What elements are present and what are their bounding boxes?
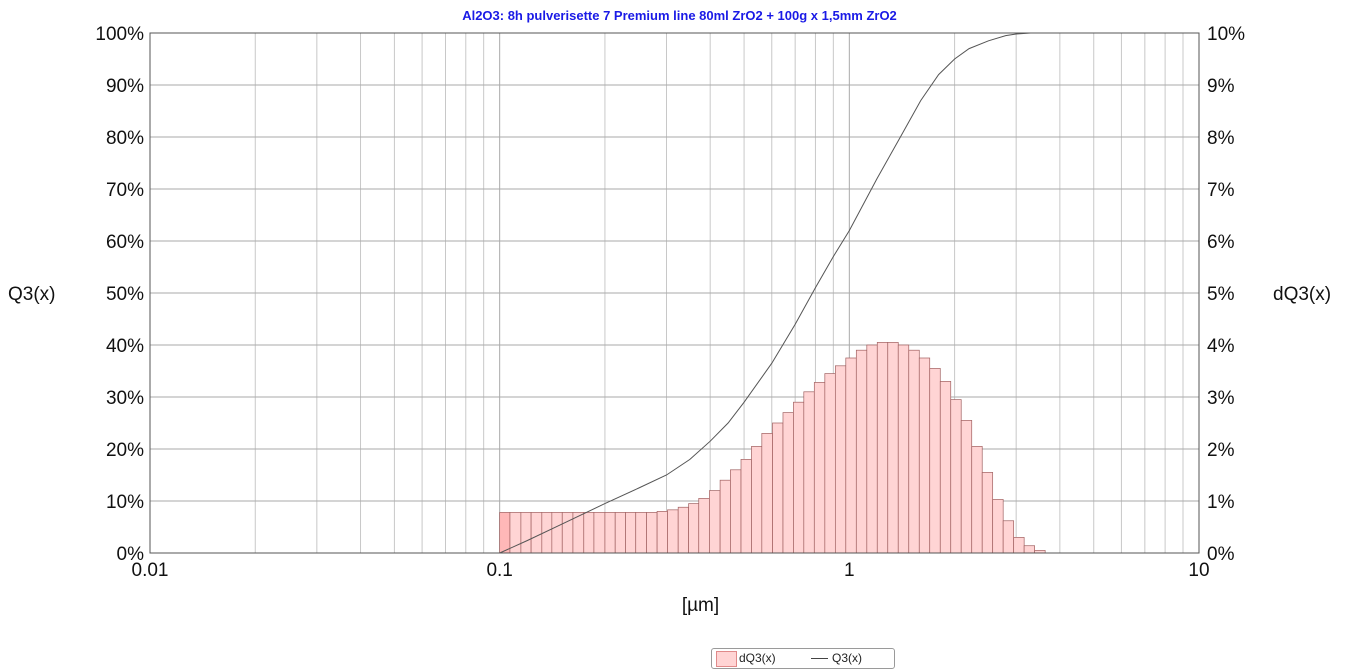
q3-line-group (499, 32, 1044, 554)
left-tick-label: 40% (106, 336, 144, 357)
left-tick-label: 10% (106, 492, 144, 513)
dq3-bar (876, 342, 889, 554)
dq3-bar (908, 349, 920, 554)
dq3-bar (929, 368, 941, 554)
dq3-bar (677, 506, 689, 554)
grid-lines (149, 33, 1199, 553)
x-tick-label: 0.01 (132, 560, 169, 581)
dq3-bar (939, 381, 952, 554)
dq3-bar (845, 357, 857, 554)
dq3-bar (803, 391, 815, 554)
dq3-bar (1023, 545, 1035, 554)
dq3-bar (614, 512, 626, 554)
left-tick-label: 30% (106, 388, 144, 409)
right-tick-label: 0% (1207, 544, 1235, 565)
right-tick-label: 2% (1207, 440, 1235, 461)
dq3-bar (887, 342, 899, 554)
left-tick-label: 20% (106, 440, 144, 461)
dq3-bar (499, 512, 511, 554)
left-tick-label: 90% (106, 76, 144, 97)
dq3-bar (761, 433, 773, 554)
dq3-bar (793, 401, 805, 554)
left-tick-label: 60% (106, 232, 144, 253)
dq3-bar (583, 512, 595, 554)
right-tick-label: 4% (1207, 336, 1235, 357)
dq3-bar (730, 469, 742, 554)
chart-title: Al2O3: 8h pulverisette 7 Premium line 80… (462, 8, 897, 23)
legend-label-dq3: dQ3(x) (739, 651, 776, 665)
tick-labels: 0% 10% 20% 30% 40% 50% 60% 70% 80% 90% 100% 0% 1% 2% 3… (95, 24, 1245, 581)
q3-line (499, 32, 1044, 554)
left-tick-label: 0% (117, 544, 145, 565)
dq3-bar (751, 446, 763, 554)
dq3-bar (530, 512, 543, 554)
plot-frame (149, 32, 1200, 554)
dq3-bar (824, 373, 836, 554)
legend-swatch-q3 (811, 658, 828, 659)
right-tick-label: 8% (1207, 128, 1235, 149)
dq3-bar (719, 479, 731, 554)
right-tick-label: 1% (1207, 492, 1235, 513)
dq3-bar (971, 446, 983, 554)
right-tick-label: 5% (1207, 284, 1235, 305)
dq3-bar (992, 499, 1004, 554)
dq3-bar (981, 472, 994, 554)
legend-label-q3: Q3(x) (832, 651, 862, 665)
left-tick-label: 70% (106, 180, 144, 201)
dq3-bar (960, 420, 973, 554)
dq3-bar (813, 382, 826, 554)
dq3-bar (593, 512, 606, 554)
right-tick-label: 6% (1207, 232, 1235, 253)
x-tick-label: 1 (844, 560, 855, 581)
dq3-bar (1013, 537, 1025, 554)
dq3-bar (918, 357, 931, 554)
dq3-bars (499, 342, 1046, 554)
dq3-bar (834, 365, 847, 554)
dq3-bar (604, 512, 616, 554)
dq3-bar (656, 511, 668, 554)
dq3-bar (520, 512, 532, 554)
dq3-bar (635, 512, 647, 554)
right-tick-label: 9% (1207, 76, 1235, 97)
right-axis-label: dQ3(x) (1273, 284, 1331, 305)
right-tick-label: 10% (1207, 24, 1245, 45)
dq3-bar (950, 399, 962, 554)
dq3-bar (740, 459, 752, 554)
x-axis-label: [µm] (682, 595, 719, 616)
dq3-bar (551, 512, 563, 554)
right-tick-label: 3% (1207, 388, 1235, 409)
dq3-bar (625, 512, 637, 554)
chart-legend: dQ3(x) Q3(x) (711, 648, 895, 669)
dq3-bar (1002, 520, 1015, 554)
dq3-bar (698, 498, 710, 554)
left-tick-label: 50% (106, 284, 144, 305)
dq3-bar (866, 344, 878, 554)
dq3-bar (688, 503, 700, 554)
dq3-bar (772, 422, 784, 554)
dq3-bar (709, 490, 721, 554)
x-tick-label: 0.1 (486, 560, 512, 581)
x-tick-label: 10 (1188, 560, 1209, 581)
dq3-bar (561, 512, 574, 554)
dq3-bar (782, 412, 794, 554)
right-tick-label: 7% (1207, 180, 1235, 201)
dq3-bar (667, 509, 679, 554)
left-axis-label: Q3(x) (8, 284, 56, 305)
dq3-bar (509, 512, 522, 554)
left-tick-label: 80% (106, 128, 144, 149)
dq3-bar (646, 512, 658, 554)
dq3-bar (897, 344, 910, 554)
dq3-bar (855, 349, 868, 554)
left-tick-label: 100% (95, 24, 144, 45)
